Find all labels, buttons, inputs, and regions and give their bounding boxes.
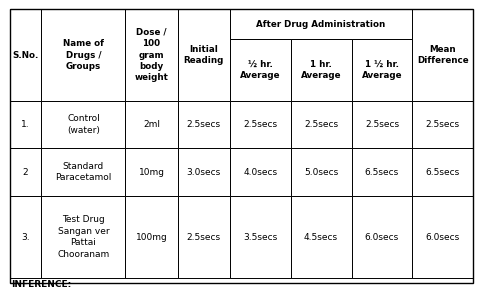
Bar <box>125 9 178 101</box>
Text: 1 hr.
Average: 1 hr. Average <box>301 60 341 80</box>
Bar <box>413 9 473 101</box>
Text: 6.0secs: 6.0secs <box>365 233 399 242</box>
Text: 6.5secs: 6.5secs <box>365 168 399 177</box>
Text: 2.5secs: 2.5secs <box>243 120 277 129</box>
Bar <box>10 148 42 196</box>
Text: 3.5secs: 3.5secs <box>243 233 277 242</box>
Bar <box>230 101 291 148</box>
Bar <box>413 101 473 148</box>
Text: 2.5secs: 2.5secs <box>365 120 399 129</box>
Text: Standard
Paracetamol: Standard Paracetamol <box>55 162 112 182</box>
Text: 1 ½ hr.
Average: 1 ½ hr. Average <box>362 60 402 80</box>
Text: Test Drug
Sangan ver
Pattai
Chooranam: Test Drug Sangan ver Pattai Chooranam <box>57 215 109 259</box>
Text: Mean
Difference: Mean Difference <box>417 45 468 65</box>
Bar <box>178 101 230 148</box>
Text: 3.: 3. <box>21 233 30 242</box>
Bar <box>351 101 413 148</box>
Text: Name of
Drugs /
Groups: Name of Drugs / Groups <box>63 39 104 71</box>
Text: After Drug Administration: After Drug Administration <box>257 20 386 29</box>
Text: INFERENCE:: INFERENCE: <box>11 280 71 289</box>
Bar <box>10 9 42 101</box>
Text: 10mg: 10mg <box>139 168 164 177</box>
Bar <box>10 101 42 148</box>
Text: 6.0secs: 6.0secs <box>426 233 460 242</box>
Bar <box>42 9 125 101</box>
Text: Dose /
100
gram
body
weight: Dose / 100 gram body weight <box>135 28 168 83</box>
Text: 1.: 1. <box>21 120 30 129</box>
Bar <box>291 196 351 278</box>
Text: 6.5secs: 6.5secs <box>426 168 460 177</box>
Text: 2.5secs: 2.5secs <box>426 120 460 129</box>
Text: 2ml: 2ml <box>143 120 160 129</box>
Bar <box>351 39 413 101</box>
Bar <box>291 148 351 196</box>
Text: 2.5secs: 2.5secs <box>186 233 221 242</box>
Bar <box>351 196 413 278</box>
Text: 3.0secs: 3.0secs <box>186 168 221 177</box>
Text: ½ hr.
Average: ½ hr. Average <box>240 60 281 80</box>
Bar <box>351 148 413 196</box>
Bar <box>413 148 473 196</box>
Bar <box>230 39 291 101</box>
Text: 4.5secs: 4.5secs <box>304 233 338 242</box>
Bar <box>230 148 291 196</box>
Bar <box>291 39 351 101</box>
Bar <box>42 148 125 196</box>
Bar <box>413 196 473 278</box>
Bar <box>10 196 42 278</box>
Bar <box>178 9 230 101</box>
Bar <box>125 101 178 148</box>
Text: 2: 2 <box>22 168 28 177</box>
Bar <box>178 196 230 278</box>
Bar <box>230 9 413 39</box>
Bar <box>10 9 473 283</box>
Text: 5.0secs: 5.0secs <box>304 168 338 177</box>
Text: 2.5secs: 2.5secs <box>304 120 338 129</box>
Bar <box>42 101 125 148</box>
Text: S.No.: S.No. <box>12 50 39 60</box>
Text: 100mg: 100mg <box>136 233 167 242</box>
Text: Control
(water): Control (water) <box>67 114 100 135</box>
Bar <box>42 196 125 278</box>
Bar <box>178 148 230 196</box>
Text: Initial
Reading: Initial Reading <box>184 45 224 65</box>
Text: 2.5secs: 2.5secs <box>186 120 221 129</box>
Bar <box>125 148 178 196</box>
Bar <box>291 101 351 148</box>
Bar <box>230 196 291 278</box>
Text: 4.0secs: 4.0secs <box>243 168 277 177</box>
Bar <box>125 196 178 278</box>
